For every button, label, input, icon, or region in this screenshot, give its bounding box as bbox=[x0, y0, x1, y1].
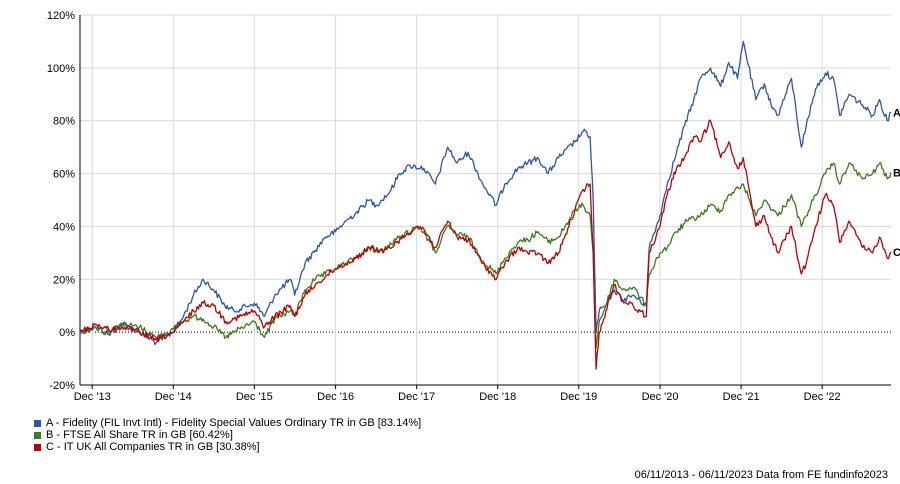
series-layer bbox=[79, 40, 892, 370]
y-tick-label: 80% bbox=[53, 116, 75, 128]
legend-swatch-a bbox=[34, 419, 41, 427]
x-tick-label: Dec '18 bbox=[479, 391, 516, 403]
x-tick-label: Dec '20 bbox=[642, 391, 679, 403]
series-end-label-a: A bbox=[893, 107, 900, 119]
x-tick-label: Dec '13 bbox=[74, 391, 111, 403]
x-tick-label: Dec '19 bbox=[560, 391, 597, 403]
legend-item-c: C - IT UK All Companies TR in GB [30.38%… bbox=[34, 441, 421, 453]
x-tick-label: Dec '17 bbox=[398, 391, 435, 403]
y-tick-label: -20% bbox=[49, 380, 75, 392]
series-end-label-c: C bbox=[893, 247, 900, 259]
legend-label-b: B - FTSE All Share TR in GB [60.42%] bbox=[46, 429, 233, 441]
series-line-a bbox=[79, 40, 892, 346]
y-tick-label: 0% bbox=[59, 327, 75, 339]
y-tick-label: 20% bbox=[53, 274, 75, 286]
y-tick-label: 100% bbox=[47, 63, 75, 75]
chart-canvas: -20% 0% 20% 40% 60% 80% 100% 120% Dec '13 Dec '14… bbox=[47, 10, 900, 403]
legend-swatch-b bbox=[34, 431, 41, 439]
chart-footer: 06/11/2013 - 06/11/2023 Data from FE fun… bbox=[634, 469, 888, 481]
x-tick-label: Dec '16 bbox=[317, 391, 354, 403]
end-label-layer: A B C bbox=[893, 107, 900, 258]
grid-layer bbox=[80, 14, 891, 386]
legend-label-a: A - Fidelity (FIL Invt Intl) - Fidelity … bbox=[46, 417, 422, 429]
series-line-b bbox=[79, 162, 892, 349]
x-tick-label: Dec '21 bbox=[723, 391, 760, 403]
legend-item-a: A - Fidelity (FIL Invt Intl) - Fidelity … bbox=[34, 417, 421, 429]
legend-label-c: C - IT UK All Companies TR in GB [30.38%… bbox=[46, 441, 260, 453]
series-end-label-b: B bbox=[893, 167, 900, 179]
x-tick-label: Dec '15 bbox=[236, 391, 273, 403]
chart-legend: A - Fidelity (FIL Invt Intl) - Fidelity … bbox=[34, 417, 421, 453]
axis-layer: -20% 0% 20% 40% 60% 80% 100% 120% Dec '13 Dec '14… bbox=[47, 10, 891, 403]
x-tick-label: Dec '14 bbox=[155, 391, 192, 403]
y-tick-label: 60% bbox=[53, 169, 75, 181]
y-tick-label: 40% bbox=[53, 221, 75, 233]
legend-item-b: B - FTSE All Share TR in GB [60.42%] bbox=[34, 429, 421, 441]
series-line-c bbox=[79, 119, 892, 370]
y-tick-label: 120% bbox=[47, 10, 75, 22]
x-tick-label: Dec '22 bbox=[804, 391, 841, 403]
legend-swatch-c bbox=[34, 443, 41, 451]
